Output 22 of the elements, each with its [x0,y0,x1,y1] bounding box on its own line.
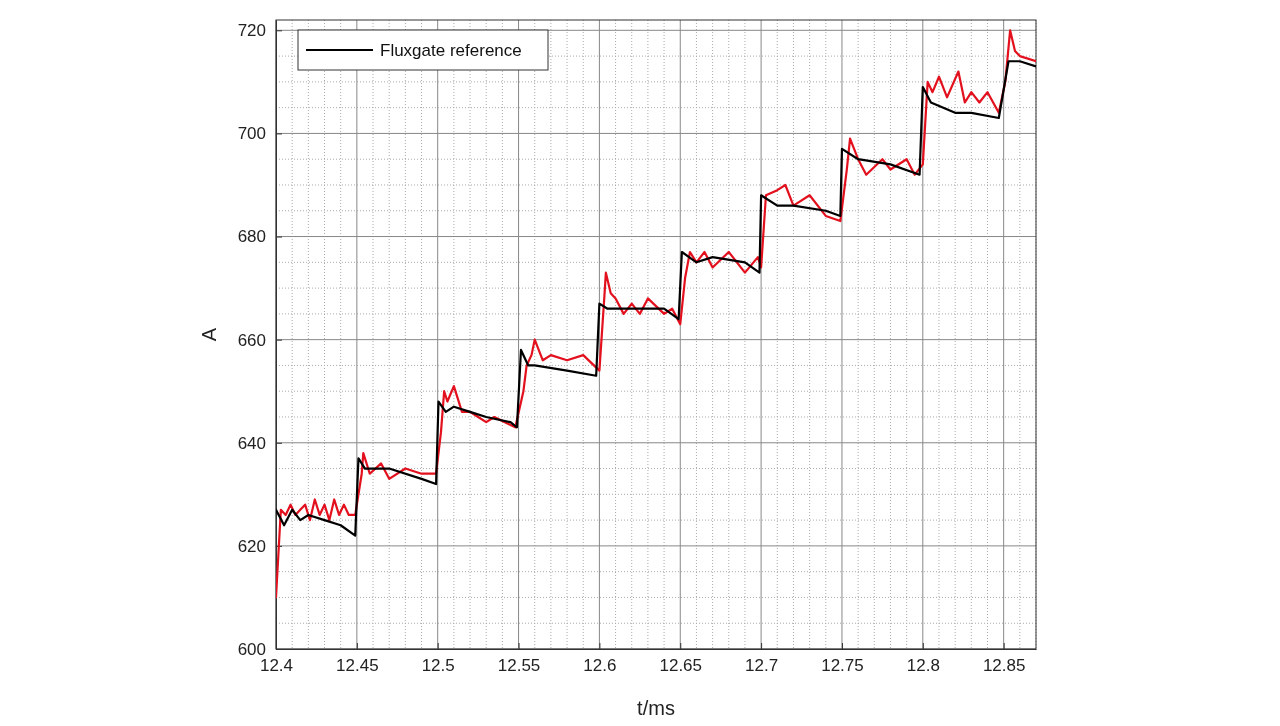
x-tick-label: 12.75 [821,656,864,676]
x-axis-title: t/ms [637,697,675,719]
x-tick-label: 12.4 [259,656,294,676]
y-tick-label: 660 [237,330,266,350]
x-tick-label: 12.55 [497,656,541,676]
x-tick-label: 12.65 [659,656,703,676]
x-tick-label: 12.6 [583,656,617,676]
y-tick-label: 700 [237,124,266,144]
y-tick-label: 720 [237,21,266,41]
line-series [276,60,1036,537]
y-tick-label: 640 [237,433,266,453]
x-tick-label: 12.5 [421,656,455,676]
y-axis-title: A [198,327,220,342]
line-series [276,29,1036,599]
x-tick-label: 12.45 [336,656,379,676]
y-tick-label: 620 [237,536,266,556]
x-tick-label: 12.85 [982,656,1026,676]
y-tick-label: 600 [237,639,266,659]
x-tick-label: 12.8 [906,656,940,676]
x-tick-label: 12.7 [745,656,779,676]
legend-label: Fluxgate reference [380,41,522,60]
y-tick-label: 680 [237,227,266,247]
